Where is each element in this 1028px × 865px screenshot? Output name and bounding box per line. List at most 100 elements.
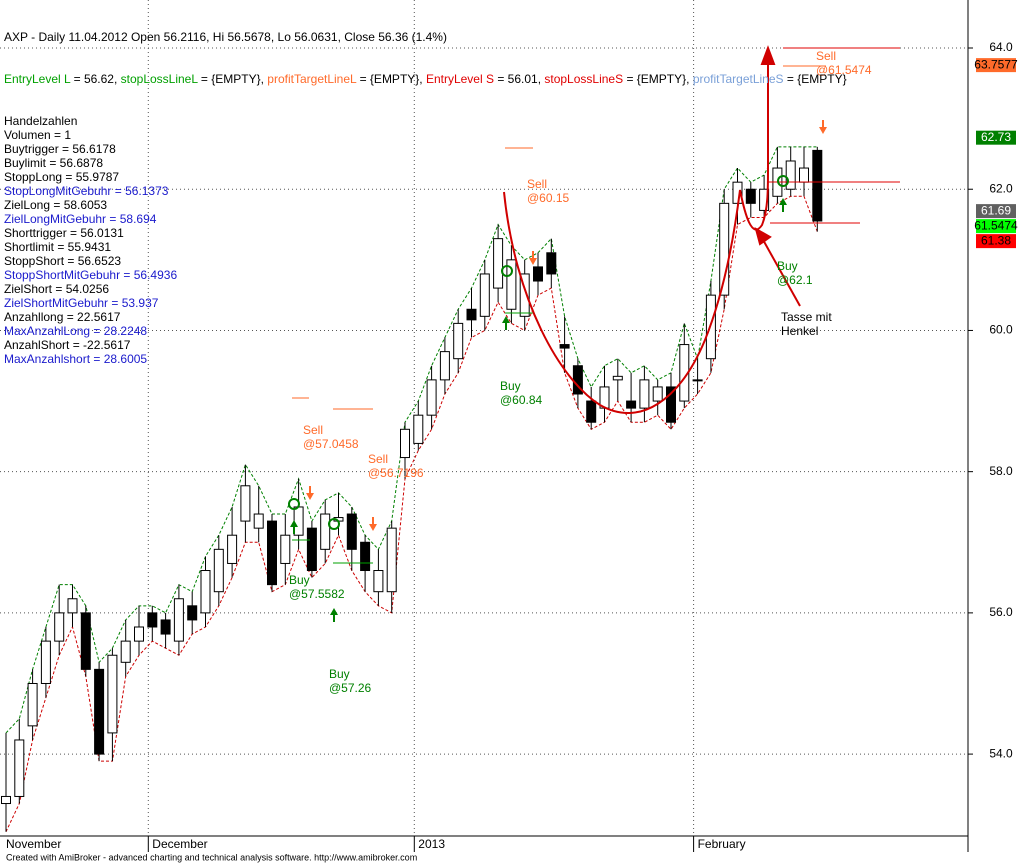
buy-arrow	[779, 198, 787, 212]
annotation: @57.0458	[303, 437, 359, 451]
candle-body	[293, 506, 304, 536]
annotation: Buy	[777, 259, 798, 273]
indicator-line: StoppShort = 56.6523	[4, 254, 122, 268]
price-badge	[976, 219, 1016, 234]
title-segment: = {EMPTY},	[197, 72, 268, 86]
indicator-line: Shorttrigger = 56.0131	[4, 226, 124, 240]
indicator-line: StoppLong = 55.9787	[4, 170, 120, 184]
price-badge	[976, 130, 1016, 145]
title-segment: = {EMPTY},	[356, 72, 426, 86]
candle-body	[759, 188, 770, 211]
annotation: @60.84	[500, 393, 543, 407]
indicator-line: Handelzahlen	[4, 114, 78, 128]
candle-body	[812, 149, 823, 222]
y-tick-label: 60.0	[989, 323, 1013, 337]
price-badge	[976, 234, 1016, 249]
plot-area	[0, 0, 968, 836]
candle-body	[240, 485, 251, 522]
candle-body	[213, 548, 224, 593]
annotation: Tasse mit	[781, 310, 832, 324]
title-segment: = 56.01,	[494, 72, 545, 86]
indicator-line: ZielLong = 58.6053	[4, 198, 108, 212]
labels: 54.0 56.0 58.0 60.0 62.0 64.0 November December…	[6, 40, 1018, 851]
candle-body	[280, 534, 291, 564]
title-segment: EntryLevel S	[425, 72, 494, 86]
candle-body	[134, 626, 144, 642]
candle-body	[386, 527, 397, 593]
annotation: Sell	[303, 423, 323, 437]
indicator-list: Handelzahlen Volumen = 1 Buytrigger = 56.6…	[4, 114, 847, 366]
candle-body	[466, 308, 477, 321]
candle-body	[559, 344, 570, 349]
candle-body	[1, 795, 11, 805]
candle-body	[439, 351, 450, 381]
title-segment: profitTargetLineS	[692, 72, 784, 86]
candle-body	[227, 534, 238, 564]
candle-body	[785, 160, 796, 190]
candle-body	[639, 379, 650, 409]
x-tick-label: 2013	[418, 837, 445, 851]
indicator-line: MaxAnzahlLong = 28.2248	[4, 324, 148, 338]
title-segment: stopLossLineL	[120, 72, 198, 86]
candle-body	[54, 612, 65, 642]
candle-body	[107, 654, 118, 734]
candle-body	[120, 640, 131, 663]
candle-body	[453, 322, 464, 360]
annotation: @56.7196	[368, 466, 424, 480]
candle-body	[94, 668, 105, 755]
buy-arrow	[290, 520, 298, 534]
candle-body	[147, 612, 158, 628]
price-badge-label: 61.69	[981, 203, 1011, 217]
y-tick-label: 64.0	[989, 40, 1013, 54]
indicator-line: ZielShort = 54.0256	[4, 282, 110, 296]
candle-body	[745, 188, 756, 204]
candle-body	[173, 598, 184, 642]
signals	[288, 120, 827, 622]
candle-body	[493, 238, 504, 289]
candle-body	[546, 252, 557, 275]
price-badge-label: 63.7577	[974, 57, 1018, 71]
candle-body	[160, 619, 171, 635]
annotation: Sell	[816, 49, 836, 63]
y-tick-label: 54.0	[989, 746, 1013, 760]
annotation: Buy	[329, 667, 350, 681]
candle-body	[400, 428, 410, 459]
entry-circle	[777, 175, 789, 187]
candle-body	[652, 386, 663, 402]
cup-curve	[503, 169, 769, 415]
title-segment: profitTargetLineL	[267, 72, 357, 86]
candle-body	[360, 541, 371, 572]
indicator-line: StoppShortMitGebuhr = 56.4936	[4, 268, 178, 282]
indicator-line: Anzahllong = 22.5617	[4, 310, 121, 324]
annotation: Sell	[368, 452, 388, 466]
price-badge-label: 61.38	[981, 233, 1011, 247]
price-badge-label: 61.5474	[974, 218, 1018, 232]
annotation: Henkel	[781, 324, 818, 338]
candle-body	[253, 513, 264, 529]
indicator-line: Buytrigger = 56.6178	[4, 142, 116, 156]
entry-circle	[328, 518, 340, 530]
title: AXP - Daily 11.04.2012 Open 56.2116, Hi …	[4, 30, 447, 44]
annotation: @57.26	[329, 681, 372, 695]
candle-body	[626, 400, 637, 409]
low-band	[5, 195, 818, 832]
candle-body	[187, 605, 198, 621]
high-band	[5, 146, 818, 734]
marks	[1, 146, 823, 832]
title-line: EntryLevel L = 56.62, stopLossLineL = {E…	[4, 72, 847, 86]
candle-body	[80, 612, 91, 670]
title-segment: = 56.62,	[70, 72, 121, 86]
entry-circle	[501, 265, 513, 277]
x-tick-label: December	[152, 837, 207, 851]
trade-levels	[292, 47, 900, 564]
candle-body	[67, 598, 78, 614]
title-segment: = {EMPTY}	[783, 72, 847, 86]
annotation: Buy	[289, 573, 310, 587]
candle-body	[14, 739, 25, 797]
buy-arrow	[502, 316, 510, 330]
pointer-arrow	[761, 237, 801, 307]
candle-body	[479, 273, 490, 317]
indicator-line: MaxAnzahlshort = 28.6005	[4, 352, 148, 366]
title-segment: EntryLevel L	[4, 72, 71, 86]
